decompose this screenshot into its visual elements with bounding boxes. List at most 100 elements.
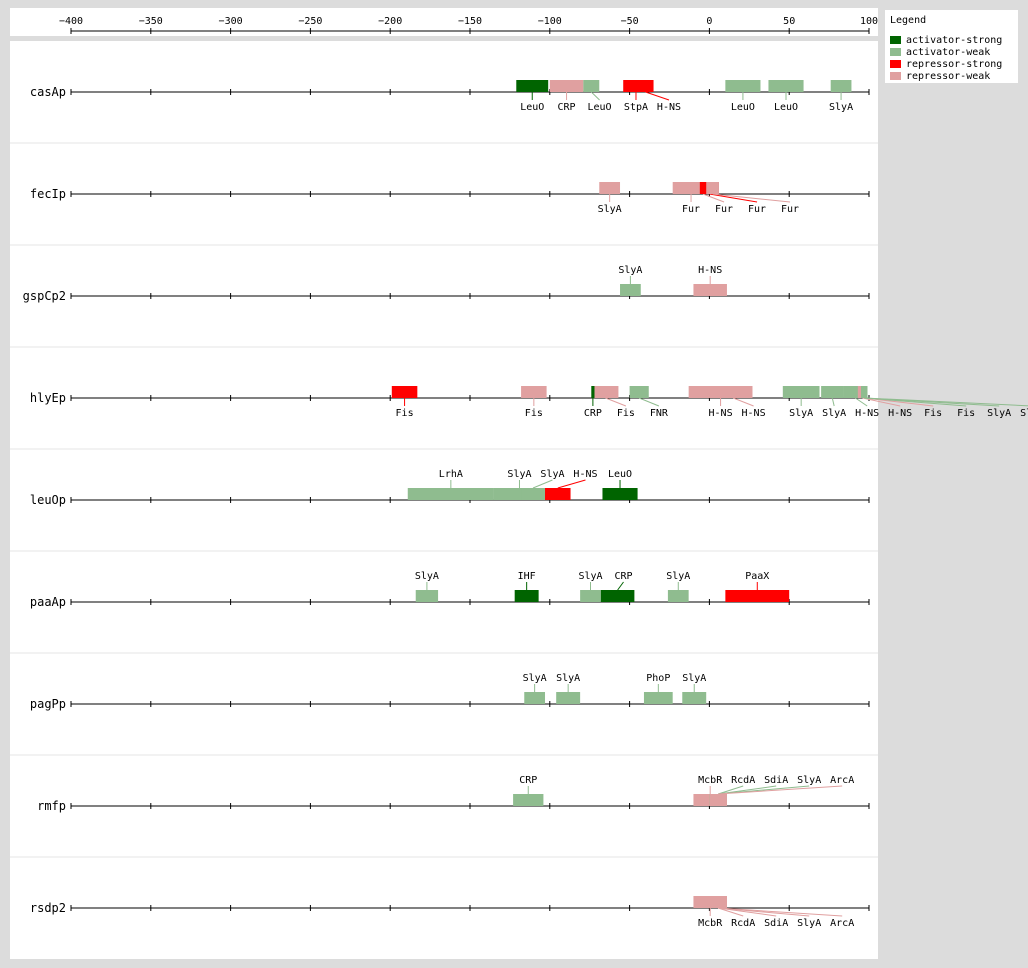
legend-entry-repressor-weak: repressor-weak [890, 70, 990, 82]
site-leader-line [605, 397, 627, 407]
site-label-slya: SlyA [578, 571, 602, 582]
site-label-crp: CRP [584, 408, 602, 419]
site-label-fur: Fur [715, 204, 733, 215]
binding-site-leuo [583, 80, 600, 92]
top-axis-tick-label: −150 [458, 16, 482, 27]
site-leader-line [712, 193, 791, 203]
binding-site-leuo [725, 80, 761, 92]
site-leader-line [718, 907, 843, 917]
binding-site-phop [643, 692, 673, 704]
site-label-slya: SlyA [666, 571, 690, 582]
legend-title: Legend [890, 15, 927, 26]
legend-swatch-repressor-weak [890, 72, 901, 80]
binding-site-slya [667, 590, 689, 602]
binding-site-slya [620, 284, 641, 296]
legend-swatch-activator-strong [890, 36, 901, 44]
legend-label: activator-strong [906, 34, 1003, 46]
site-leader-line [590, 91, 600, 101]
binding-site-h-ns [693, 284, 727, 296]
site-label-mcbr: McbR [698, 918, 723, 929]
site-label-slya: SlyA [618, 265, 642, 276]
track-label-hlyEp: hlyEp [30, 391, 66, 405]
track-label-rsdp2: rsdp2 [30, 901, 66, 915]
site-label-sdia: SdiA [764, 918, 788, 929]
site-label-rcda: RcdA [731, 775, 755, 786]
binding-site-fis [592, 386, 619, 398]
binding-site-slya [682, 692, 707, 704]
site-label-leuo: LeuO [520, 102, 544, 113]
site-leader-line [862, 397, 901, 407]
site-leader-line [733, 397, 754, 407]
binding-site-fur [706, 182, 719, 194]
site-label-fur: Fur [682, 204, 700, 215]
track-label-leuOp: leuOp [30, 493, 66, 507]
binding-site-leuo [602, 488, 638, 500]
site-label-h-ns: H-NS [709, 408, 733, 419]
binding-site-slya [580, 590, 601, 602]
top-axis-tick-label: 50 [783, 16, 795, 27]
top-axis-tick-label: −400 [59, 16, 83, 27]
binding-site-slya [861, 386, 868, 398]
legend-label: activator-weak [906, 46, 991, 58]
site-label-slya: SlyA [415, 571, 439, 582]
site-label-slya: SlyA [987, 408, 1011, 419]
binding-site-crp [513, 794, 544, 806]
site-label-rcda: RcdA [731, 918, 755, 929]
binding-site-crp [591, 386, 595, 398]
binding-site-h-ns [637, 80, 654, 92]
site-label-ihf: IHF [518, 571, 536, 582]
site-label-leuo: LeuO [608, 469, 632, 480]
binding-site-lrha [407, 488, 494, 500]
binding-site-slya [782, 386, 820, 398]
site-label-slya: SlyA [523, 673, 547, 684]
binding-site-leuo [768, 80, 804, 92]
binding-site-h-ns [714, 386, 753, 398]
track-label-paaAp: paaAp [30, 595, 66, 609]
site-label-phop: PhoP [646, 673, 670, 684]
site-label-fis: Fis [525, 408, 543, 419]
binding-site-ihf [514, 590, 539, 602]
site-label-sdia: SdiA [764, 775, 788, 786]
site-label-fur: Fur [748, 204, 766, 215]
binding-site-crp [600, 590, 635, 602]
site-leader-line [645, 91, 670, 101]
top-axis-tick-label: −350 [139, 16, 163, 27]
binding-site-paax [725, 590, 790, 602]
site-label-fis: Fis [396, 408, 414, 419]
site-label-h-ns: H-NS [888, 408, 912, 419]
site-label-fur: Fur [781, 204, 799, 215]
binding-site-arca [709, 896, 727, 908]
site-leader-line [864, 397, 1028, 407]
site-label-slya: SlyA [797, 918, 821, 929]
site-leader-line [855, 397, 868, 407]
site-label-arca: ArcA [830, 775, 854, 786]
top-axis-tick-label: −100 [538, 16, 562, 27]
site-label-leuo: LeuO [731, 102, 755, 113]
site-label-paax: PaaX [745, 571, 769, 582]
site-label-leuo: LeuO [774, 102, 798, 113]
site-leader-line [709, 193, 758, 203]
legend-entry-activator-weak: activator-weak [890, 46, 990, 58]
legend-entry-repressor-strong: repressor-strong [890, 58, 1002, 70]
track-label-casAp: casAp [30, 85, 66, 99]
track-label-gspCp2: gspCp2 [23, 289, 66, 303]
binding-site-crp [549, 80, 584, 92]
site-label-stpa: StpA [624, 102, 648, 113]
binding-site-leuo [516, 80, 549, 92]
binding-site-slya [415, 590, 439, 602]
site-label-arca: ArcA [830, 918, 854, 929]
site-label-slya: SlyA [598, 204, 622, 215]
site-label-slya: SlyA [822, 408, 846, 419]
site-leader-line [831, 397, 835, 407]
site-label-h-ns: H-NS [698, 265, 722, 276]
site-label-fis: Fis [924, 408, 942, 419]
binding-site-fnr [629, 386, 649, 398]
site-leader-line [702, 193, 725, 203]
site-label-mcbr: McbR [698, 775, 723, 786]
top-axis-tick-label: −50 [621, 16, 639, 27]
site-label-h-ns: H-NS [855, 408, 879, 419]
site-leader-line [638, 397, 660, 407]
binding-site-fis [391, 386, 418, 398]
binding-site-arca [709, 794, 727, 806]
